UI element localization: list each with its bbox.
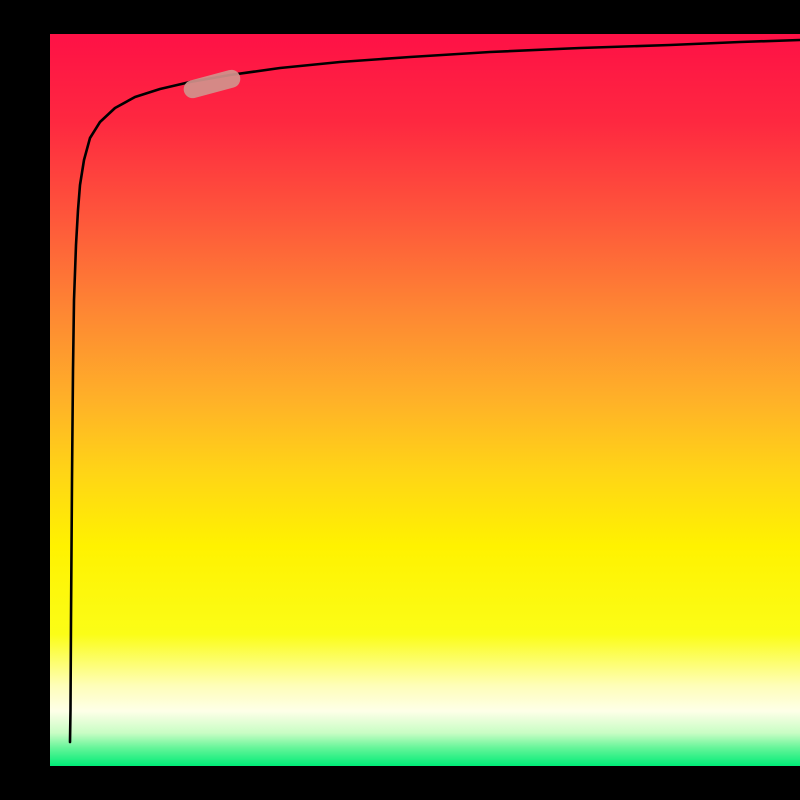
chart-container: TheBottleneck.com	[0, 0, 800, 800]
chart-svg	[0, 0, 800, 800]
plot-area	[50, 34, 800, 766]
